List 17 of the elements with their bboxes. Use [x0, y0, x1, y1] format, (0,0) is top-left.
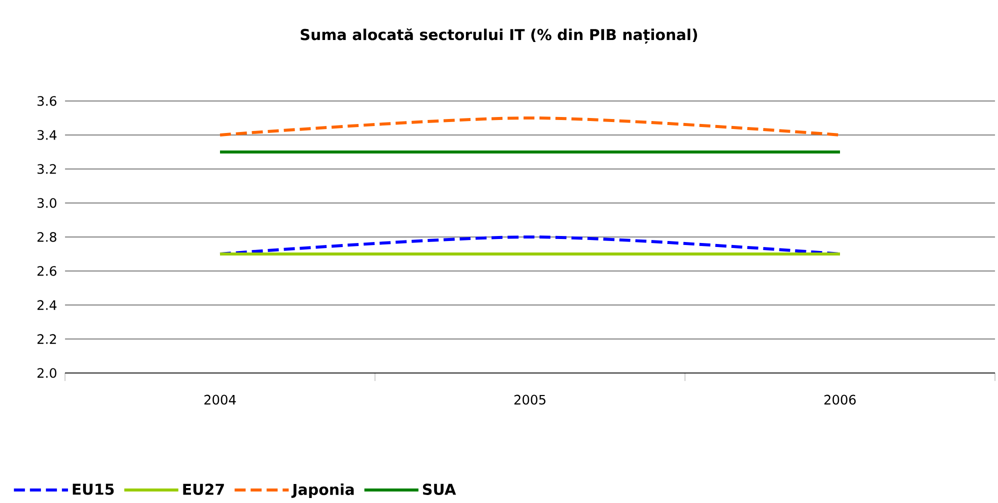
x-tick-label: 2006	[824, 394, 856, 405]
y-tick-label: 3.4	[38, 130, 56, 140]
legend-label: EU15	[72, 484, 114, 495]
y-tick-label: 2.4	[37, 300, 56, 310]
chart-title: Suma alocată sectorului IT (% din PIB național)	[300, 28, 698, 44]
y-tick-label: 2.0	[37, 368, 56, 378]
legend-label: SUA	[423, 484, 456, 495]
y-tick-label: 3.2	[38, 164, 56, 174]
x-tick-label: 2004	[204, 394, 236, 405]
y-tick-label: 2.8	[37, 232, 56, 242]
y-tick-label: 2.6	[37, 266, 56, 276]
y-tick-label: 3.0	[38, 198, 56, 208]
legend-label: EU27	[183, 484, 224, 495]
y-tick-label: 3.6	[38, 96, 56, 106]
x-tick-label: 2005	[514, 394, 546, 405]
y-tick-label: 2.2	[37, 334, 56, 344]
legend-label: Japonia	[291, 484, 354, 498]
